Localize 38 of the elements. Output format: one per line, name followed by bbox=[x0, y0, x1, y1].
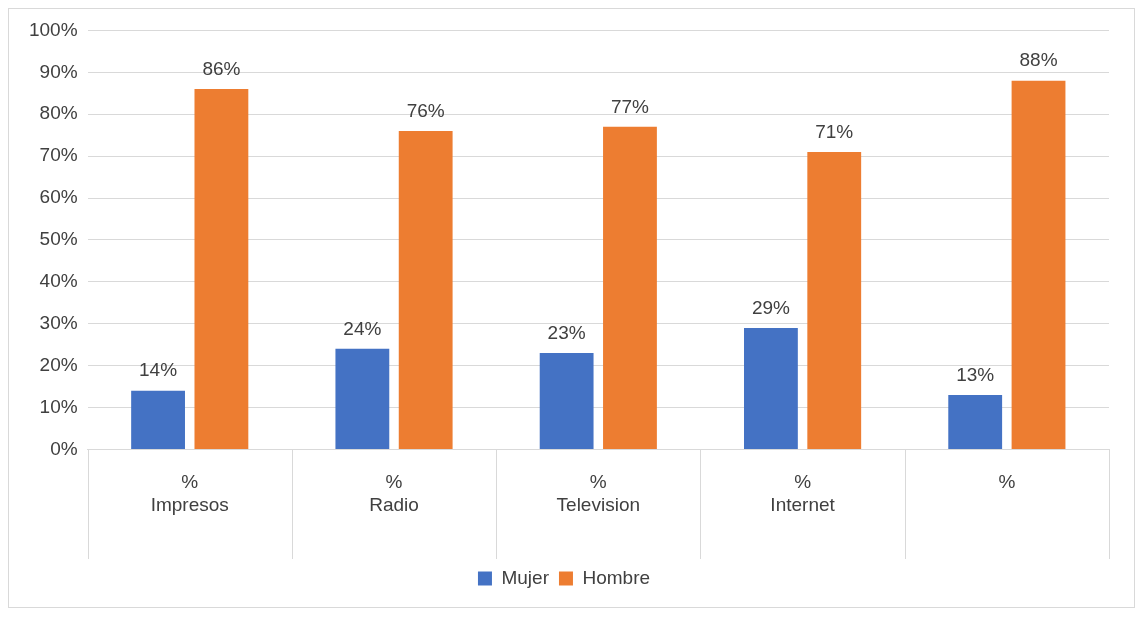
y-tick-label: 20% bbox=[39, 353, 78, 375]
legend-label: Hombre bbox=[582, 566, 651, 588]
data-label: 71% bbox=[815, 120, 854, 142]
bar bbox=[194, 89, 249, 449]
x-tick-label: % bbox=[998, 471, 1016, 493]
y-tick-label: 10% bbox=[39, 395, 78, 417]
data-label: 24% bbox=[343, 317, 382, 339]
x-tick-label: % Radio bbox=[369, 471, 419, 515]
y-tick-label: 30% bbox=[39, 311, 78, 333]
bar bbox=[948, 394, 1003, 449]
y-tick-label: 0% bbox=[50, 437, 78, 459]
y-tick-label: 100% bbox=[28, 18, 78, 40]
y-tick-label: 40% bbox=[39, 270, 78, 292]
y-tick-label: 90% bbox=[39, 60, 78, 82]
bar bbox=[807, 151, 862, 449]
bar bbox=[744, 327, 798, 449]
data-label: 29% bbox=[751, 296, 791, 318]
bar bbox=[335, 348, 390, 449]
legend-label: Mujer bbox=[501, 566, 550, 588]
bar bbox=[1011, 80, 1066, 449]
y-tick-label: 60% bbox=[39, 186, 78, 208]
data-label: 13% bbox=[956, 363, 995, 385]
data-label: 23% bbox=[547, 321, 586, 343]
bar bbox=[131, 390, 185, 449]
data-label: 86% bbox=[202, 57, 241, 79]
x-tick-label: % Internet bbox=[770, 471, 836, 515]
x-tick-label: % Television bbox=[556, 471, 641, 515]
bar bbox=[539, 353, 594, 449]
y-tick-label: 50% bbox=[39, 228, 78, 250]
x-tick-label: % Impresos bbox=[150, 471, 229, 515]
y-tick-label: 70% bbox=[39, 144, 78, 166]
data-label: 88% bbox=[1019, 49, 1058, 71]
y-tick-label: 80% bbox=[39, 102, 78, 124]
data-label: 14% bbox=[139, 359, 178, 381]
bar bbox=[398, 130, 453, 449]
data-label: 77% bbox=[610, 95, 650, 117]
bar bbox=[603, 126, 657, 449]
data-label: 76% bbox=[406, 99, 445, 121]
